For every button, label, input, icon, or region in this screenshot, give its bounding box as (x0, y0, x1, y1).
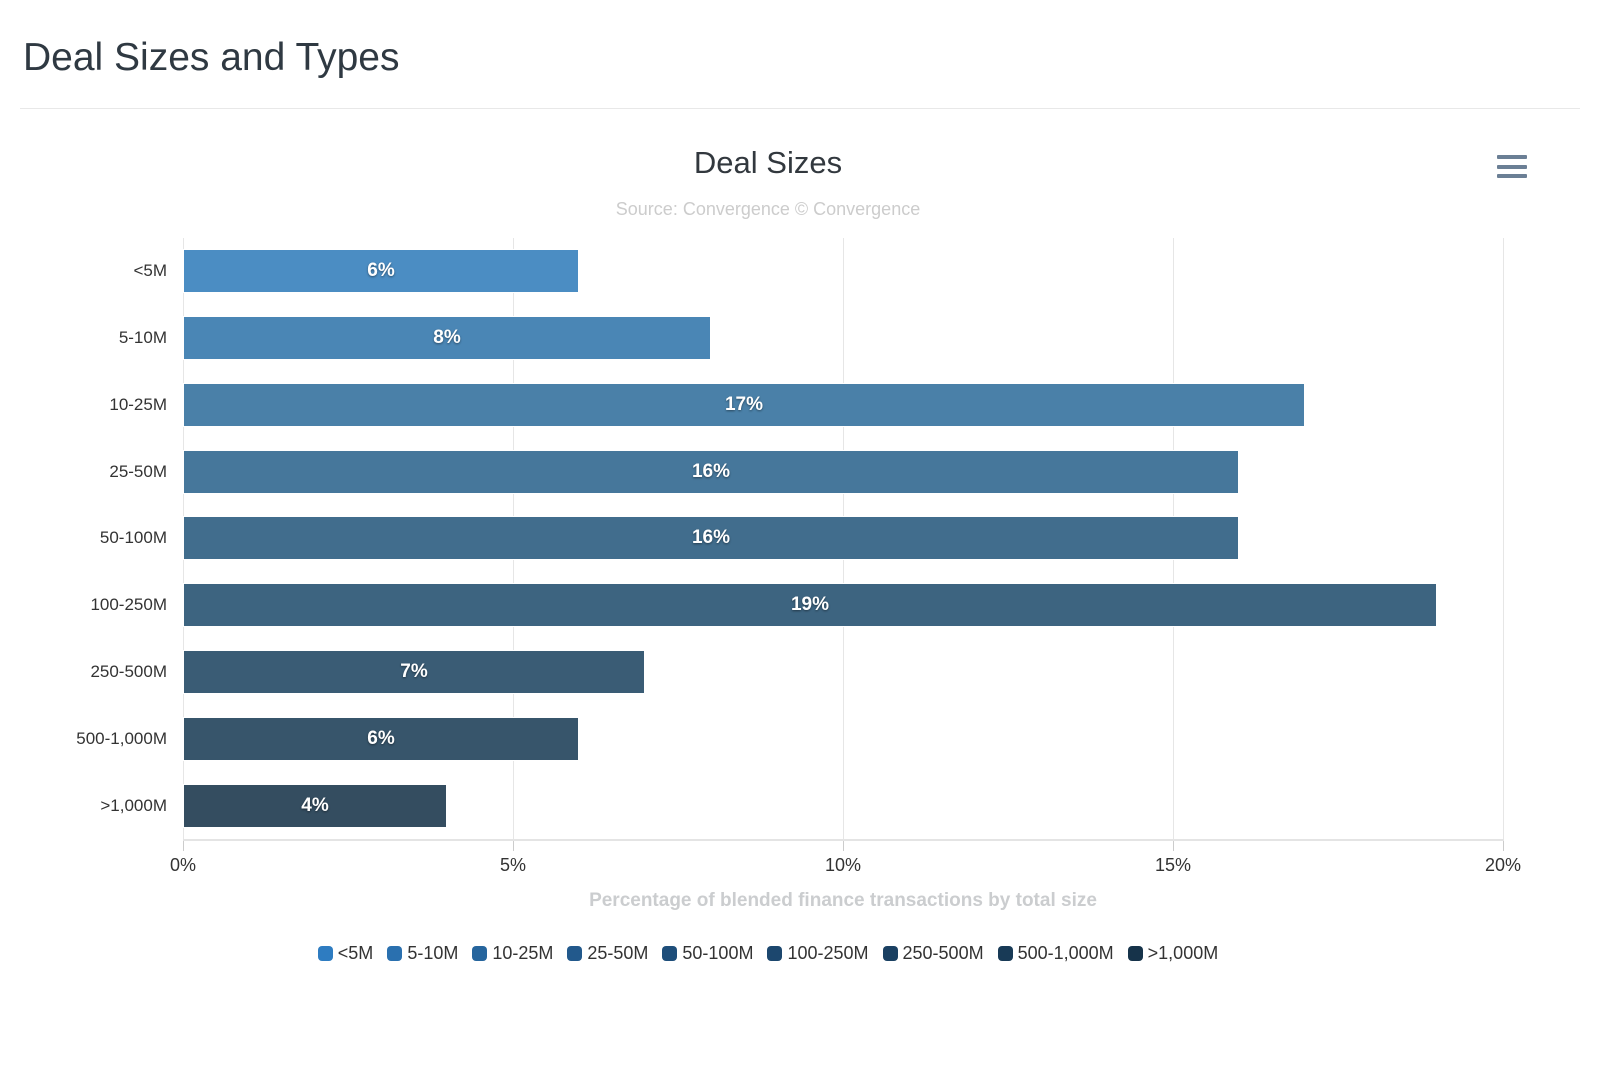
legend-swatch-icon (997, 946, 1013, 961)
legend-label: 10-25M (492, 943, 554, 963)
chart-bar[interactable]: 6% (183, 716, 579, 761)
bar-value-label: 8% (433, 327, 461, 349)
x-axis-tick-label: 15% (1154, 855, 1192, 875)
legend-label: 100-250M (787, 943, 869, 963)
legend-item[interactable]: 10-25M (472, 943, 553, 964)
bar-row: 16% (183, 505, 1503, 572)
x-axis-tick-label: 10% (824, 855, 862, 875)
legend-swatch-icon (317, 946, 333, 961)
chart-bar[interactable]: 4% (183, 783, 447, 828)
legend-swatch-icon (767, 946, 783, 961)
y-axis-category-label: 100-250M (90, 595, 167, 615)
bar-value-label: 6% (367, 727, 395, 749)
plot-area: 6% 8% 17% 16% 16% 19% 7% 6% 4% (183, 238, 1504, 839)
legend-swatch-icon (1127, 946, 1143, 961)
header-divider (20, 108, 1580, 109)
axis-tick (1503, 841, 1504, 851)
y-axis-labels: <5M 5-10M 10-25M 25-50M 50-100M 100-250M 250-5… (0, 238, 167, 839)
chart-bar[interactable]: 17% (183, 382, 1305, 427)
x-axis-line (183, 839, 1504, 841)
chart-subtitle: Source: Convergence © Convergence (615, 199, 921, 219)
bar-value-label: 19% (790, 594, 830, 616)
chart-title: Deal Sizes (693, 145, 843, 180)
legend-label: 50-100M (682, 943, 754, 963)
bar-value-label: 16% (691, 460, 731, 482)
legend-swatch-icon (472, 946, 488, 961)
bar-row: 17% (183, 372, 1503, 439)
x-axis-tick-label: 0% (169, 855, 197, 875)
bar-value-label: 7% (400, 661, 428, 683)
hamburger-menu-icon (1497, 164, 1527, 169)
axis-tick (1173, 841, 1174, 851)
chart-bar[interactable]: 8% (183, 316, 711, 361)
legend-label: 5-10M (407, 943, 459, 963)
y-axis-category-label: 25-50M (109, 461, 167, 481)
legend-swatch-icon (662, 946, 678, 961)
legend-item[interactable]: 50-100M (662, 943, 753, 964)
chart-bar[interactable]: 7% (183, 650, 645, 695)
page-title: Deal Sizes and Types (23, 36, 400, 79)
y-axis-category-label: 50-100M (99, 528, 167, 548)
legend-label: 250-500M (902, 943, 984, 963)
axis-tick (183, 841, 184, 851)
legend-label: >1,000M (1147, 943, 1219, 963)
legend-item[interactable]: 500-1,000M (997, 943, 1114, 964)
x-axis: 0% 5% 10% 15% 20% (170, 839, 1521, 885)
legend-item[interactable]: >1,000M (1127, 943, 1219, 964)
y-axis-category-label: >1,000M (100, 795, 167, 815)
x-axis-tick-label: 20% (1484, 855, 1522, 875)
bar-value-label: 17% (724, 393, 764, 415)
legend-label: 500-1,000M (1017, 943, 1114, 963)
bar-row: 8% (183, 305, 1503, 372)
bar-value-label: 16% (691, 527, 731, 549)
chart-legend: <5M 5-10M 10-25M 25-50M 50-100M 100-250M 250-5… (0, 943, 1536, 964)
y-axis-category-label: 250-500M (90, 662, 167, 682)
legend-swatch-icon (882, 946, 898, 961)
x-axis-tick-label: 5% (499, 855, 527, 875)
chart-bar[interactable]: 19% (183, 583, 1437, 628)
chart-bar[interactable]: 16% (183, 516, 1239, 561)
bar-row: 16% (183, 438, 1503, 505)
gridline (1503, 238, 1504, 839)
bar-value-label: 4% (301, 794, 329, 816)
legend-item[interactable]: <5M (317, 943, 374, 964)
chart-bar[interactable]: 6% (183, 249, 579, 294)
bar-row: 6% (183, 705, 1503, 772)
legend-label: <5M (337, 943, 374, 963)
bar-row: 7% (183, 639, 1503, 706)
legend-label: 25-50M (587, 943, 649, 963)
bar-row: 19% (183, 572, 1503, 639)
chart-bar[interactable]: 16% (183, 449, 1239, 494)
legend-item[interactable]: 25-50M (567, 943, 648, 964)
y-axis-category-label: <5M (133, 261, 167, 281)
x-axis-title: Percentage of blended finance transactio… (589, 890, 1097, 911)
y-axis-category-label: 10-25M (109, 394, 167, 414)
legend-item[interactable]: 250-500M (882, 943, 984, 964)
bar-row: 6% (183, 238, 1503, 305)
chart-context-menu-button[interactable] (1497, 155, 1527, 178)
axis-tick (843, 841, 844, 851)
deal-sizes-chart: Deal Sizes Source: Convergence © Converg… (0, 109, 1600, 1034)
hamburger-menu-icon (1497, 174, 1527, 178)
bar-row: 4% (183, 772, 1503, 839)
axis-tick (513, 841, 514, 851)
legend-swatch-icon (567, 946, 583, 961)
legend-item[interactable]: 5-10M (387, 943, 458, 964)
legend-swatch-icon (387, 946, 403, 961)
bar-value-label: 6% (367, 260, 395, 282)
hamburger-menu-icon (1497, 155, 1527, 159)
y-axis-category-label: 500-1,000M (76, 728, 167, 748)
y-axis-category-label: 5-10M (118, 328, 167, 348)
legend-item[interactable]: 100-250M (767, 943, 869, 964)
